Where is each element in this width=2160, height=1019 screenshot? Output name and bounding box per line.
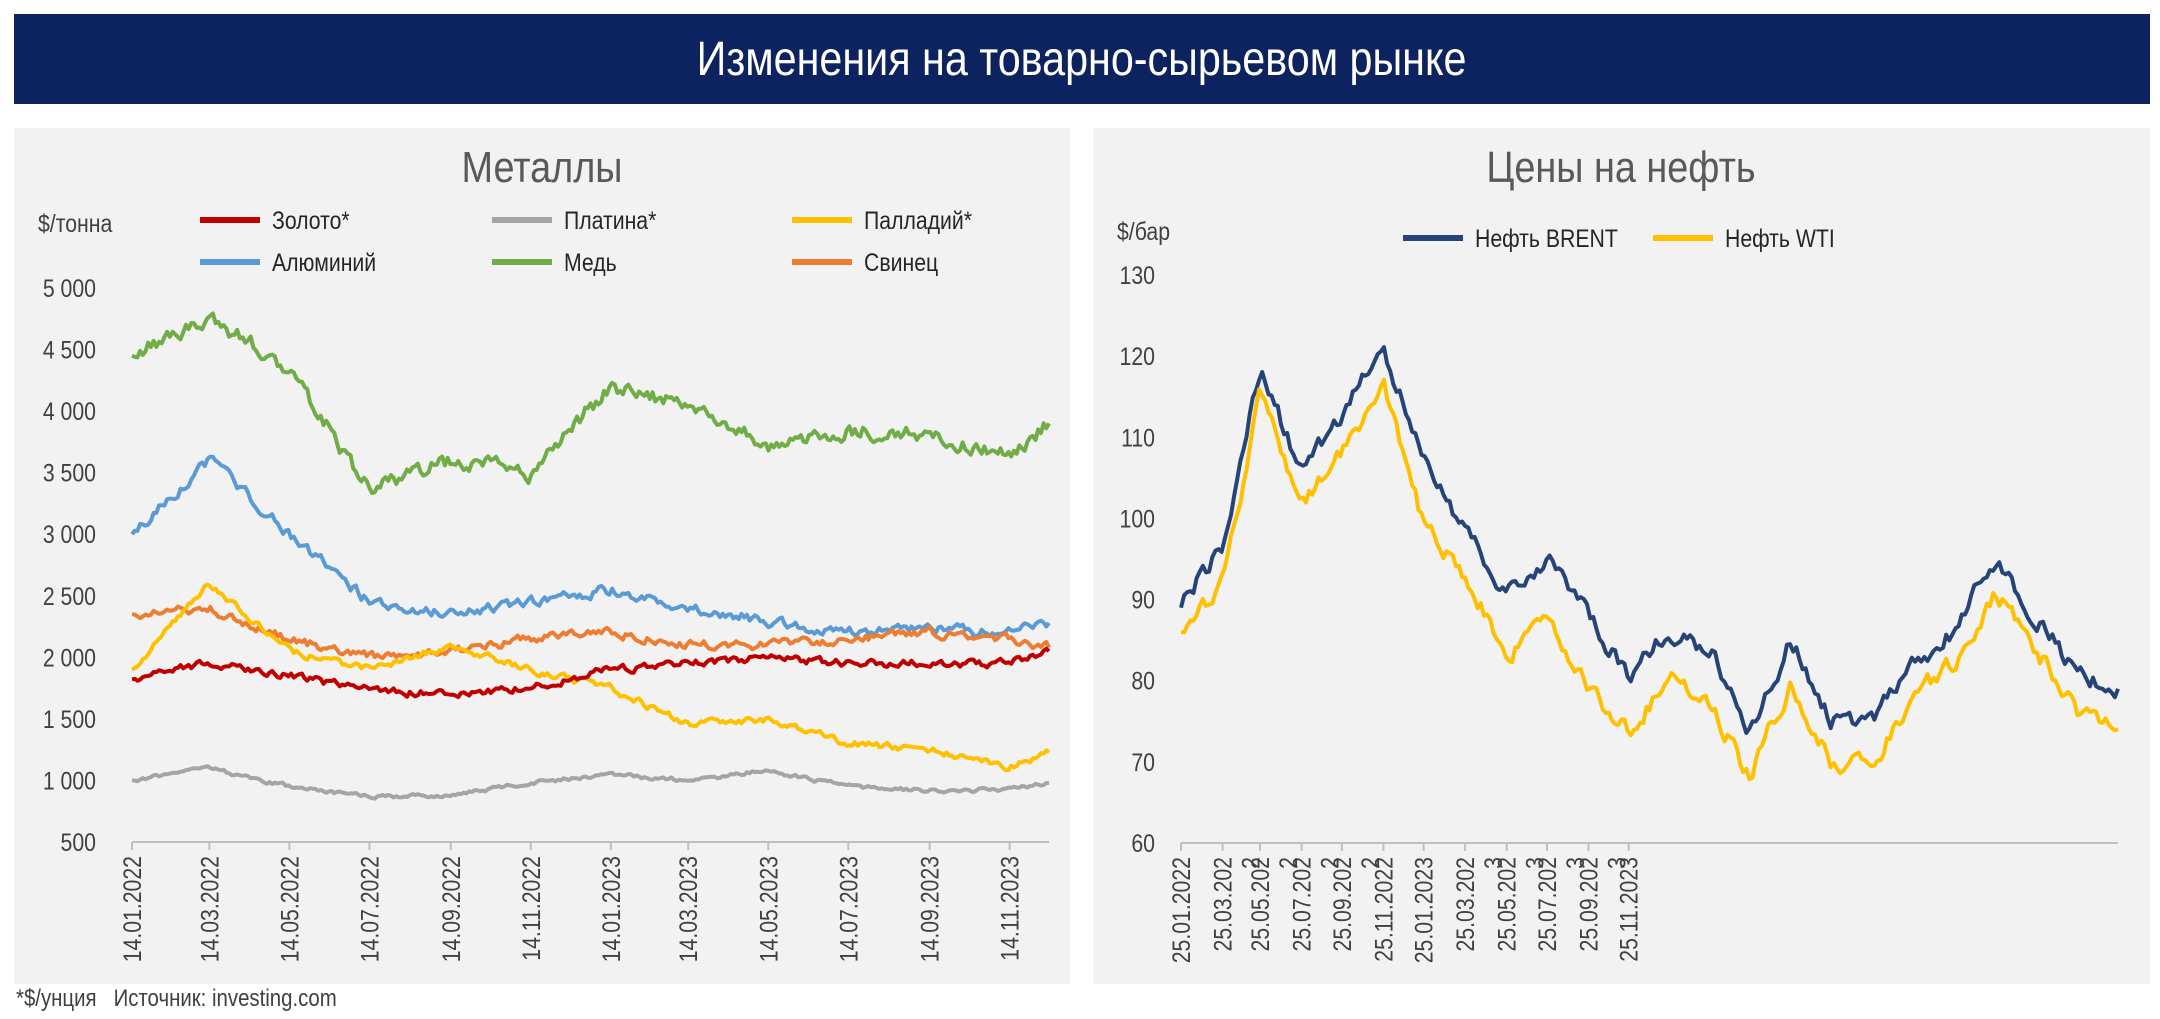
y-tick-label: 4 000 xyxy=(43,397,96,425)
legend-entry: Палладий* xyxy=(864,206,972,234)
y-tick-label: 1 500 xyxy=(43,705,96,733)
series-line xyxy=(131,646,1051,700)
x-tick-label: 25.11.2023 xyxy=(1615,857,1643,962)
legend-entry: Алюминий xyxy=(272,248,376,276)
x-tick-label: 14.01.2022 xyxy=(118,856,146,962)
x-tick-label: 14.07.2023 xyxy=(835,856,863,962)
x-tick-label: 14.11.2023 xyxy=(996,856,1024,961)
x-tick-label: 14.03.2023 xyxy=(675,856,703,962)
x-tick-label: 25.03.2023 xyxy=(1452,857,1508,951)
y-tick-label: 2 000 xyxy=(43,644,96,672)
page-title: Изменения на товарно-сырьевом рынке xyxy=(697,32,1467,86)
series-line xyxy=(131,311,1051,495)
x-tick-label: 25.11.2022 xyxy=(1370,857,1398,962)
header-banner: Изменения на товарно-сырьевом рынке xyxy=(14,14,2150,104)
x-tick-label: 14.05.2023 xyxy=(755,856,783,962)
x-tick-label: 25.05.2022 xyxy=(1246,857,1302,951)
metals-chart: Металлы $/тонна 500 1 000 1 500 2 000 2 500 3 0… xyxy=(38,142,1051,962)
x-tick-label: 25.09.2022 xyxy=(1328,857,1384,951)
x-tick-label: 14.01.2023 xyxy=(597,856,625,962)
y-tick-label: 5 000 xyxy=(43,274,96,302)
y-tick-label: 80 xyxy=(1131,667,1155,695)
legend-entry: Свинец xyxy=(864,248,938,276)
y-tick-label: 4 500 xyxy=(43,336,96,364)
y-tick-label: 130 xyxy=(1120,261,1155,289)
x-tick-label: 14.07.2022 xyxy=(356,856,384,962)
y-axis-label: $/бар xyxy=(1117,217,1170,245)
x-tick-label: 25.03.2022 xyxy=(1209,857,1265,951)
x-tick-label: 25.09.2023 xyxy=(1575,857,1631,951)
x-tick-label: 25.07.2022 xyxy=(1288,857,1344,951)
y-tick-label: 2 500 xyxy=(43,582,96,610)
metals-chart-panel: Металлы $/тонна 500 1 000 1 500 2 000 2 500 3 0… xyxy=(14,128,1070,984)
series-line xyxy=(131,604,1051,660)
footnote-unit: *$/унция xyxy=(16,985,97,1012)
x-tick-label: 14.11.2022 xyxy=(517,856,545,961)
x-tick-label: 14.09.2022 xyxy=(437,856,465,962)
series-line xyxy=(1179,345,2120,735)
y-tick-label: 3 500 xyxy=(43,459,96,487)
oil-chart-panel: Цены на нефть $/бар 60 70 80 90 100 110 120 130 25… xyxy=(1093,128,2150,984)
legend-entry: Золото* xyxy=(272,206,350,234)
chart-title: Цены на нефть xyxy=(1486,142,1755,191)
y-tick-label: 120 xyxy=(1120,343,1155,371)
x-tick-label: 25.01.2022 xyxy=(1167,857,1195,963)
x-tick-label: 25.05.2023 xyxy=(1493,857,1549,951)
y-tick-label: 110 xyxy=(1121,424,1155,452)
y-tick-label: 100 xyxy=(1120,505,1155,533)
y-tick-label: 70 xyxy=(1131,748,1155,776)
footnote-source: Источник: investing.com xyxy=(113,985,337,1012)
footnote: *$/унция Источник: investing.com xyxy=(16,985,337,1013)
y-tick-label: 3 000 xyxy=(43,521,96,549)
series-line xyxy=(131,582,1051,773)
legend-entry: Нефть BRENT xyxy=(1475,224,1618,252)
legend-entry: Нефть WTI xyxy=(1725,224,1835,252)
y-axis-label: $/тонна xyxy=(38,209,112,237)
y-tick-label: 1 000 xyxy=(43,767,96,795)
y-tick-label: 60 xyxy=(1131,829,1155,857)
x-tick-label: 14.09.2023 xyxy=(916,856,944,962)
series-line xyxy=(131,764,1050,801)
legend-entry: Платина* xyxy=(564,206,656,234)
x-tick-label: 25.01.2023 xyxy=(1410,857,1438,963)
x-tick-label: 14.05.2022 xyxy=(276,856,304,962)
oil-chart: Цены на нефть $/бар 60 70 80 90 100 110 120 130 25… xyxy=(1117,142,2120,963)
x-tick-label: 25.07.2023 xyxy=(1533,857,1589,951)
series-line xyxy=(130,454,1051,639)
series-line xyxy=(1180,377,2119,782)
x-tick-label: 14.03.2022 xyxy=(196,856,224,962)
y-tick-label: 500 xyxy=(61,828,96,856)
y-tick-label: 90 xyxy=(1131,586,1155,614)
chart-title: Металлы xyxy=(462,142,623,191)
legend-entry: Медь xyxy=(564,248,617,276)
